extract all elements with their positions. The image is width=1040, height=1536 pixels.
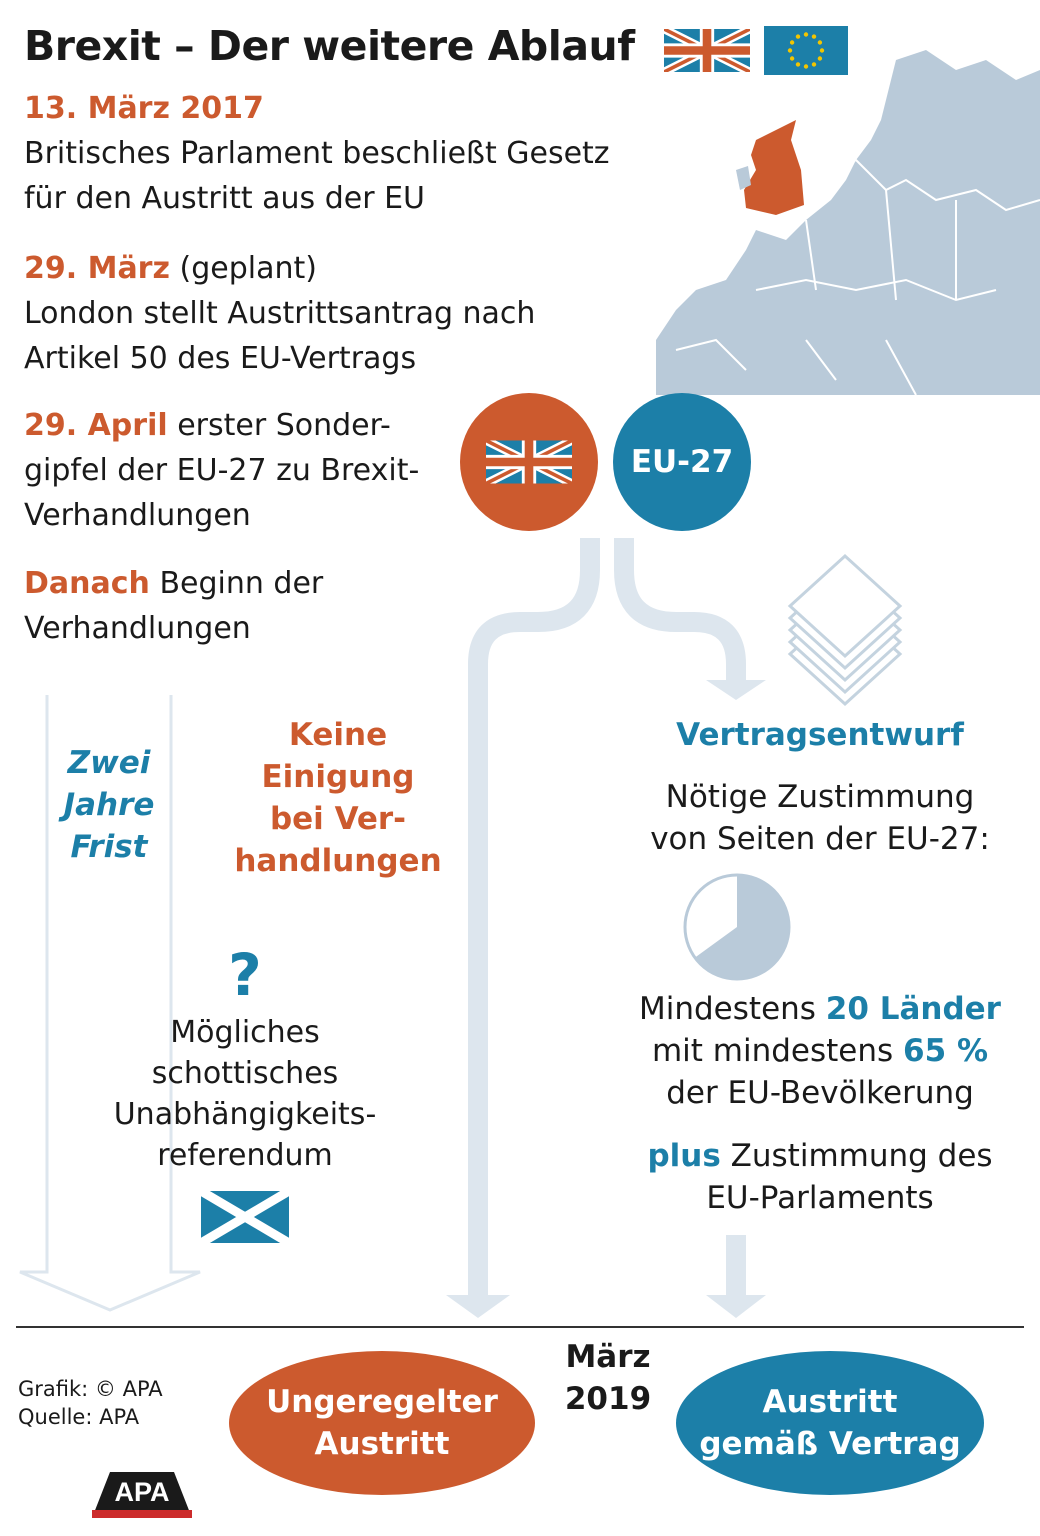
zustimmung-line: von Seiten der EU-27: (650, 821, 990, 857)
keine-einigung-line: Keine (288, 717, 388, 753)
keine-einigung-line: bei Ver- (269, 801, 407, 837)
frist-line: Zwei (67, 745, 151, 781)
page-title: Brexit – Der weitere Ablauf (24, 22, 635, 70)
event-3: 29. April erster Sonder- gipfel der EU-2… (24, 403, 454, 538)
ungeregelter-austritt-ellipse: Ungeregelter Austritt (229, 1351, 535, 1495)
condition-text: der EU-Bevölkerung (666, 1075, 974, 1111)
apa-logo-text: APA (114, 1477, 170, 1507)
referendum-line: schottisches (151, 1056, 339, 1091)
event-text: Artikel 50 des EU-Vertrags (24, 341, 417, 376)
uk-circle (460, 393, 598, 531)
frist-label: Zwei Jahre Frist (48, 742, 170, 868)
event-note: (geplant) (179, 251, 317, 286)
apa-logo: APA (92, 1472, 192, 1518)
deadline-line: 2019 (564, 1381, 652, 1417)
deadline-label: März 2019 (548, 1336, 668, 1420)
eu27-label: EU-27 (630, 444, 734, 480)
vertragsentwurf-heading: Vertragsentwurf (676, 717, 964, 753)
event-note: erster Sonder- (177, 408, 391, 443)
credit-block: Grafik: © APA Quelle: APA (18, 1375, 163, 1431)
plus-highlight: plus (647, 1138, 721, 1174)
plus-text: EU-Parlaments (706, 1180, 934, 1216)
scotland-flag-icon (201, 1191, 289, 1243)
event-2: 29. März (geplant) London stellt Austrit… (24, 246, 536, 381)
deadline-line: März (565, 1339, 651, 1375)
eu-flag-icon (764, 26, 848, 75)
event-date: 29. März (24, 251, 170, 286)
outcome-line: Austritt (762, 1384, 898, 1420)
divider (16, 1326, 1024, 1328)
event-text: gipfel der EU-27 zu Brexit- (24, 453, 420, 488)
uk-flag-icon (486, 440, 572, 484)
frist-line: Jahre (63, 787, 155, 823)
frist-line: Frist (70, 829, 148, 865)
plus-text: Zustimmung des (720, 1138, 993, 1174)
referendum-line: Unabhängigkeits- (113, 1097, 377, 1132)
referendum-label: Mögliches schottisches Unabhängigkeits- … (90, 1012, 400, 1176)
event-text: London stellt Austrittsantrag nach (24, 296, 536, 331)
condition-highlight: 20 Länder (825, 991, 1001, 1027)
event-date: 13. März 2017 (24, 91, 264, 126)
pie-icon (683, 873, 791, 981)
condition-highlight: 65 % (903, 1033, 989, 1069)
keine-einigung-line: Einigung (261, 759, 415, 795)
event-1: 13. März 2017 Britisches Parlament besch… (24, 86, 610, 221)
event-text: Britisches Parlament beschließt Gesetz (24, 136, 610, 171)
credit-grafik: Grafik: © APA (18, 1377, 163, 1401)
outcome-line: Ungeregelter (266, 1384, 498, 1420)
uk-flag-icon (664, 29, 750, 72)
outcome-line: gemäß Vertrag (699, 1426, 961, 1462)
event-date: Danach (24, 566, 150, 601)
outcome-line: Austritt (314, 1426, 450, 1462)
europe-map (656, 50, 1040, 395)
zustimmung-label: Nötige Zustimmung von Seiten der EU-27: (620, 776, 1020, 860)
question-mark-icon: ? (228, 941, 262, 1009)
mehrheit-label: Mindestens 20 Länder mit mindestens 65 %… (600, 988, 1040, 1114)
referendum-line: referendum (157, 1138, 333, 1173)
zustimmung-line: Nötige Zustimmung (665, 779, 975, 815)
event-text: Verhandlungen (24, 498, 251, 533)
condition-text: Mindestens (639, 991, 826, 1027)
parlament-label: plus Zustimmung des EU-Parlaments (600, 1135, 1040, 1219)
eu27-circle: EU-27 (613, 393, 751, 531)
keine-einigung-line: handlungen (234, 843, 442, 879)
event-4: Danach Beginn der Verhandlungen (24, 561, 454, 651)
event-note: Beginn der (159, 566, 324, 601)
referendum-line: Mögliches (170, 1015, 320, 1050)
flow-arrows (19, 538, 903, 1318)
vertrag-austritt-ellipse: Austritt gemäß Vertrag (676, 1351, 984, 1495)
document-stack-icon (787, 553, 903, 707)
credit-quelle: Quelle: APA (18, 1405, 140, 1429)
event-text: für den Austritt aus der EU (24, 181, 426, 216)
event-text: Verhandlungen (24, 611, 251, 646)
condition-text: mit mindestens (651, 1033, 904, 1069)
keine-einigung-label: Keine Einigung bei Ver- handlungen (218, 714, 458, 882)
event-date: 29. April (24, 408, 168, 443)
